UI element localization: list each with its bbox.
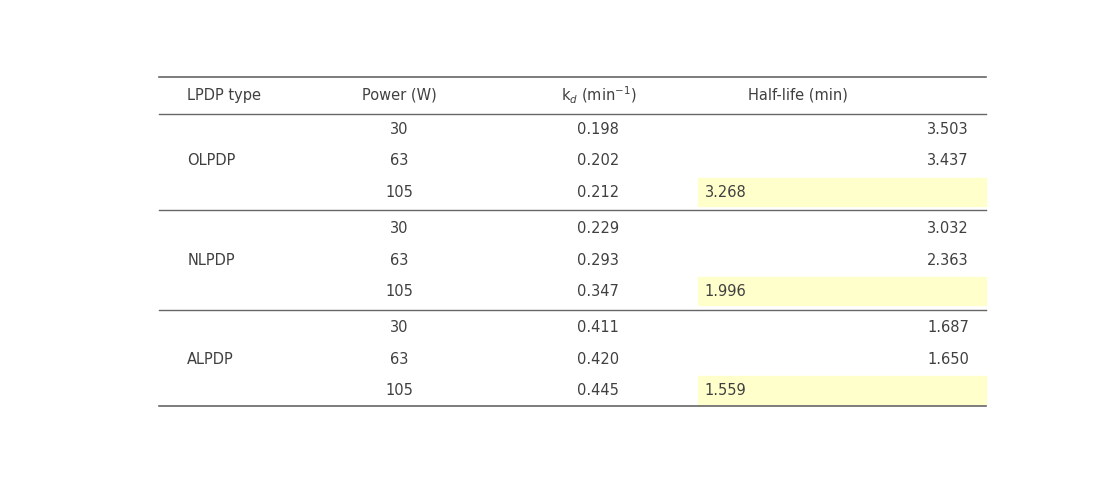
Text: 105: 105	[385, 185, 413, 200]
Text: 2.363: 2.363	[927, 252, 968, 267]
Text: 63: 63	[390, 252, 409, 267]
Text: 3.437: 3.437	[927, 153, 968, 169]
Bar	[698, 277, 986, 305]
Text: 0.420: 0.420	[577, 352, 620, 367]
Text: 0.212: 0.212	[577, 185, 620, 200]
Text: 0.347: 0.347	[577, 284, 619, 299]
Text: 3.032: 3.032	[927, 221, 968, 236]
Text: 0.202: 0.202	[577, 153, 620, 169]
Bar	[698, 376, 986, 404]
Text: 63: 63	[390, 153, 409, 169]
Text: 3.268: 3.268	[705, 185, 746, 200]
Text: ALPDP: ALPDP	[188, 352, 233, 367]
Text: Power (W): Power (W)	[362, 88, 437, 103]
Text: Half-life (min): Half-life (min)	[747, 88, 848, 103]
Text: 1.559: 1.559	[705, 383, 746, 398]
Text: 105: 105	[385, 284, 413, 299]
Text: 105: 105	[385, 383, 413, 398]
Text: 0.198: 0.198	[577, 122, 619, 137]
Text: 63: 63	[390, 352, 409, 367]
Text: k$_d$ (min$^{-1}$): k$_d$ (min$^{-1}$)	[561, 85, 637, 106]
Text: LPDP type: LPDP type	[188, 88, 261, 103]
Text: 0.411: 0.411	[577, 320, 619, 335]
Text: 30: 30	[390, 320, 409, 335]
Text: 30: 30	[390, 122, 409, 137]
Text: 0.293: 0.293	[577, 252, 619, 267]
Text: 0.445: 0.445	[577, 383, 619, 398]
Text: OLPDP: OLPDP	[188, 153, 236, 169]
Text: 0.229: 0.229	[577, 221, 620, 236]
Text: 1.650: 1.650	[927, 352, 968, 367]
Text: 1.996: 1.996	[705, 284, 746, 299]
Text: NLPDP: NLPDP	[188, 252, 235, 267]
Text: 30: 30	[390, 221, 409, 236]
Bar	[698, 178, 986, 206]
Text: 3.503: 3.503	[927, 122, 968, 137]
Text: 1.687: 1.687	[927, 320, 968, 335]
